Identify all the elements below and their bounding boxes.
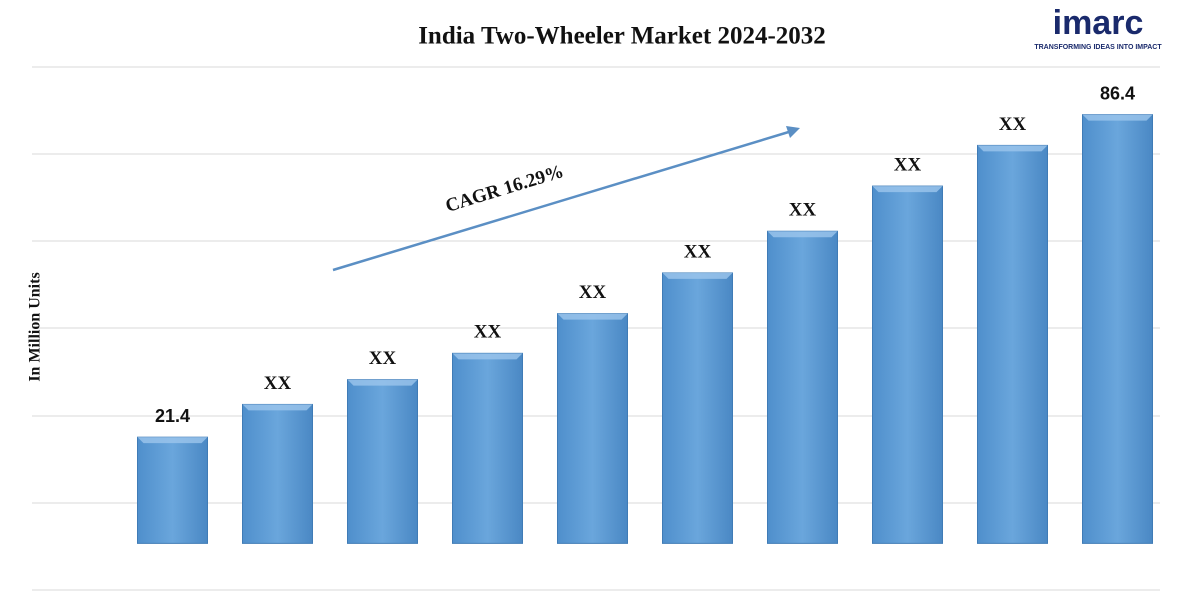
bar [662, 272, 733, 544]
y-axis-label: In Million Units [27, 272, 44, 381]
bar-bevel [137, 437, 208, 444]
bar [137, 436, 208, 544]
bar [872, 185, 943, 544]
data-label: XX [999, 114, 1027, 135]
bar-bevel [662, 272, 733, 279]
data-label: XX [894, 154, 922, 175]
annotation: CAGR 16.29% [443, 161, 566, 217]
data-label: XX [369, 348, 397, 369]
data-label: 86.4 [1100, 83, 1135, 103]
data-label: 21.4 [155, 406, 190, 426]
bar [347, 379, 418, 544]
arrow-head [786, 126, 800, 138]
bar [767, 230, 838, 544]
bar-bevel [767, 231, 838, 238]
bar-bevel [242, 404, 313, 411]
data-label: XX [789, 200, 817, 221]
bar [977, 144, 1048, 544]
bar [557, 313, 628, 544]
logo-tagline: TRANSFORMING IDEAS INTO IMPACT [1034, 44, 1162, 51]
logo: imarc TRANSFORMING IDEAS INTO IMPACT [1034, 4, 1162, 51]
arrow-line [332, 129, 793, 272]
bar-bevel [1082, 114, 1153, 121]
data-label: XX [264, 373, 292, 394]
bar-bevel [347, 379, 418, 386]
bar-bevel [977, 145, 1048, 152]
bar [452, 352, 523, 544]
data-label: XX [684, 241, 712, 262]
bar-bevel [452, 353, 523, 360]
bar [1082, 114, 1153, 544]
bar-bevel [557, 313, 628, 320]
cagr-arrow: CAGR 16.29% [332, 126, 800, 272]
chart-title: India Two-Wheeler Market 2024-2032 [418, 23, 826, 50]
logo-name: imarc [1053, 4, 1144, 42]
data-label: XX [474, 322, 502, 343]
bar [242, 403, 313, 544]
data-label: XX [579, 282, 607, 303]
bar-bevel [872, 186, 943, 193]
